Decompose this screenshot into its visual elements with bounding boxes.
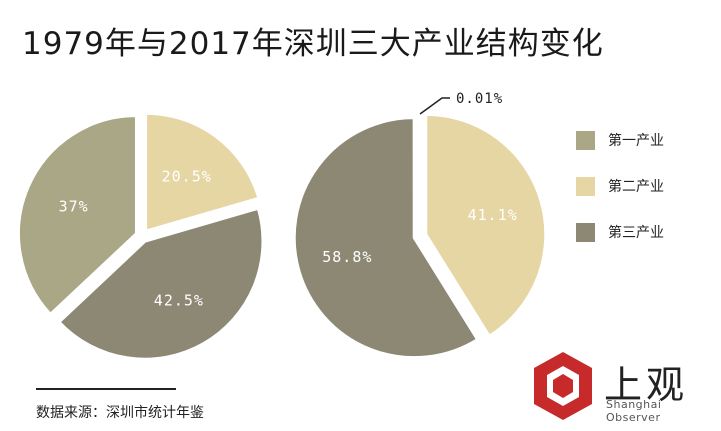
logo-emblem-icon [534,352,592,420]
legend-label-tertiary: 第三产业 [608,225,664,241]
pie-1-label-primary: 37% [59,197,89,215]
pie-2-leader-line-primary [419,97,450,115]
legend-item-secondary: 第二产业 [576,174,664,198]
logo-text: 上观 [604,363,689,407]
data-source: 数据来源：深圳市统计年鉴 [36,405,204,421]
legend: 第一产业 第二产业 第三产业 [576,128,664,266]
pie-2-label-primary: 0.01% [456,91,503,107]
legend-swatch-tertiary [576,222,595,242]
logo: 上观 Shanghai Observer [528,348,718,428]
pie-1-slice-tertiary [56,206,265,361]
legend-swatch-primary [576,130,595,150]
pie-1-label-tertiary: 42.5% [154,292,204,310]
pie-1-label-secondary: 20.5% [162,167,212,185]
pie-2-label-secondary: 41.1% [468,206,518,224]
legend-label-primary: 第一产业 [608,133,664,149]
pie-2: 41.1% 58.8% 0.01% [292,91,548,360]
pie-1-slice-secondary [144,111,261,234]
pie-2-slice-secondary [424,112,548,339]
pie-2-label-tertiary: 58.8% [322,248,372,266]
legend-label-secondary: 第二产业 [608,179,664,195]
legend-item-primary: 第一产业 [576,128,664,152]
legend-item-tertiary: 第三产业 [576,220,664,244]
pie-1: 37% 20.5% 42.5% [16,111,265,361]
logo-subtitle: Shanghai Observer [606,398,662,424]
pie-2-slice-tertiary [292,116,480,360]
pie-1-slice-primary [16,114,138,317]
chart-title: 1979年与2017年深圳三大产业结构变化 [22,26,604,62]
legend-swatch-secondary [576,176,595,196]
source-divider [36,388,176,390]
